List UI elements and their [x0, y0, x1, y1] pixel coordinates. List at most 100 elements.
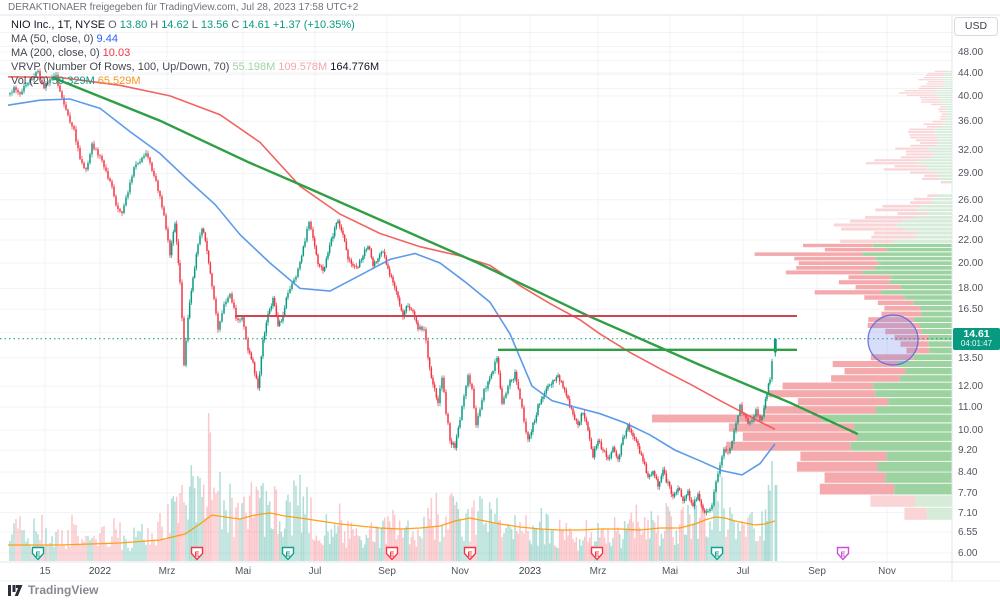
candle-body: [358, 260, 361, 267]
price-axis[interactable]: 48.00 44.00 40.00 36.00 32.00 29.00 26.00 24.00…: [952, 15, 1000, 581]
earnings-badge[interactable]: E: [385, 546, 399, 561]
legend-ma200-row[interactable]: MA (200, close, 0) 10.03: [11, 47, 382, 61]
volume-bar: [328, 544, 331, 561]
candle-body: [262, 339, 264, 357]
trendline-drawing[interactable]: [53, 77, 859, 435]
legend-vrvp-row[interactable]: VRVP (Number Of Rows, 100, Up/Down, 70) 5…: [11, 61, 382, 75]
earnings-badge[interactable]: E: [710, 546, 724, 561]
candle-body: [443, 377, 445, 392]
volume-bar: [553, 545, 556, 561]
volume-bar: [137, 530, 139, 561]
volume-bar: [612, 538, 614, 561]
volume-bar: [774, 485, 778, 561]
candle-body: [327, 252, 329, 259]
candle-body: [688, 490, 691, 500]
time-tick-label: Sep: [378, 566, 396, 577]
candle-body: [655, 476, 658, 479]
candle-body: [563, 387, 566, 391]
time-tick-label: Sep: [808, 566, 826, 577]
volume-bar: [145, 544, 147, 561]
earnings-badge[interactable]: E: [190, 546, 204, 561]
volume-bar: [473, 500, 475, 561]
candle-body: [172, 231, 175, 244]
candle-body: [494, 361, 496, 371]
candle-body: [322, 267, 324, 271]
legend-ma50-row[interactable]: MA (50, close, 0) 9.44: [11, 33, 382, 47]
candle-body: [485, 388, 487, 390]
volume-bar: [275, 489, 278, 561]
time-axis[interactable]: 15 2022 Mrz Mai Jul Sep Nov 2023 Mrz Mai Jul Sep Nov: [0, 563, 952, 581]
profile-row-up: [938, 139, 952, 142]
volume-bar: [315, 535, 318, 561]
time-tick-label: Nov: [451, 566, 469, 577]
profile-row-down: [796, 461, 878, 472]
volume-bar: [737, 523, 739, 561]
volume-bar: [672, 537, 674, 561]
volume-bar: [211, 499, 213, 561]
legend-symbol-row[interactable]: NIO Inc., 1T, NYSE O 13.80 H 14.62 L 13.56 C 14.…: [11, 19, 382, 33]
candle-body: [565, 390, 568, 396]
candle-body: [151, 162, 153, 171]
candle-body: [764, 399, 767, 408]
candle-body: [39, 71, 41, 80]
earnings-badge[interactable]: E: [590, 546, 604, 561]
volume-bar: [687, 504, 689, 561]
currency-toggle-button[interactable]: USD: [954, 17, 998, 36]
candle-body: [33, 76, 35, 80]
earnings-badge[interactable]: E: [836, 546, 850, 561]
candle-body: [145, 153, 147, 156]
volume-bar: [530, 544, 533, 561]
volume-bar: [548, 543, 551, 561]
volume-bar: [378, 548, 381, 561]
volume-bar: [247, 529, 249, 561]
volume-bar: [91, 538, 93, 561]
tradingview-logo[interactable]: TradingView: [8, 583, 98, 597]
volume-bar: [582, 540, 584, 561]
price-tick-label: 22.00: [958, 235, 984, 246]
volume-bar: [633, 538, 636, 561]
candle-body: [583, 413, 586, 419]
earnings-badge[interactable]: E: [31, 546, 45, 561]
volume-series: [9, 413, 778, 561]
time-tick-label: 15: [39, 566, 51, 577]
profile-row-up: [885, 472, 952, 483]
volume-bar: [325, 514, 328, 561]
volume-bar: [41, 514, 43, 561]
volume-bar: [372, 541, 374, 561]
candle-body: [558, 375, 561, 382]
candle-body: [170, 243, 173, 256]
volume-bar: [342, 542, 344, 561]
grid-lines: [0, 15, 952, 562]
candle-body: [514, 372, 516, 380]
volume-bar: [181, 485, 183, 561]
candle-body: [445, 391, 447, 414]
legend-volume-row[interactable]: Vol (20) 59.329M 65.529M: [11, 75, 382, 89]
volume-bar: [490, 509, 493, 561]
highlight-circle-drawing[interactable]: [867, 314, 919, 366]
volume-bar: [630, 512, 633, 561]
profile-row-down: [915, 139, 939, 142]
candle-body: [195, 254, 198, 269]
earnings-badge[interactable]: E: [463, 546, 477, 561]
legend-part: H: [150, 19, 159, 31]
volume-bar: [295, 485, 297, 561]
volume-bar: [477, 511, 479, 561]
profile-row-up: [940, 174, 952, 177]
candle-body: [535, 415, 538, 422]
volume-profile[interactable]: [652, 70, 952, 520]
volume-bar: [723, 508, 725, 561]
candle-body: [313, 238, 316, 247]
candle-body: [29, 79, 31, 83]
candle-body: [575, 419, 578, 421]
volume-bar: [618, 533, 621, 561]
candle-body: [615, 451, 618, 457]
volume-bar: [272, 529, 274, 561]
legend-row-separator: [0, 32, 952, 33]
profile-row-down: [877, 300, 914, 306]
earnings-badge[interactable]: E: [281, 546, 295, 561]
profile-row-down: [909, 133, 935, 136]
candle-body: [333, 227, 336, 237]
volume-bar: [243, 496, 245, 561]
volume-bar: [159, 513, 161, 561]
